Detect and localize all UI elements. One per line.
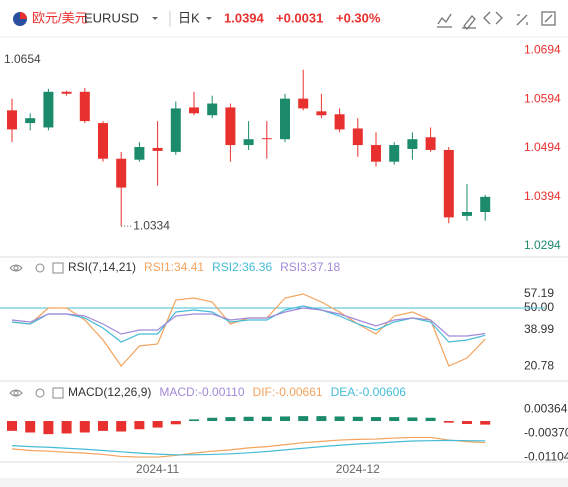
candle-body (298, 98, 309, 109)
macd-bar (43, 421, 54, 435)
max-label: 1.0654 (4, 52, 41, 66)
candle-body (43, 91, 54, 128)
candle-body (480, 196, 491, 212)
legend-entry: RSI1:34.41 (144, 260, 204, 274)
macd-bar (407, 417, 418, 422)
y-tick-label: 57.19 (524, 286, 554, 300)
macd-bar (225, 417, 236, 422)
macd-panel-icons[interactable] (9, 387, 64, 399)
candle-body (407, 139, 418, 149)
candle-body (25, 118, 36, 124)
rsi-line (11, 305, 486, 343)
macd-bar (261, 416, 272, 422)
y-tick-label: 20.78 (524, 359, 554, 373)
macd-bar (98, 421, 108, 431)
macd-bar (189, 419, 199, 422)
flag-icon (13, 12, 27, 26)
candle-body (207, 103, 218, 116)
macd-bar (352, 416, 363, 422)
macd-bar (207, 417, 218, 422)
candle-body (443, 149, 454, 218)
change: +0.0031 (276, 10, 323, 25)
pair-name: 欧元/美元 (32, 10, 88, 25)
candle-body (152, 147, 163, 151)
candle-body (334, 114, 345, 130)
y-tick-label: -0.01104 (524, 449, 568, 463)
candle-body (189, 107, 199, 114)
candle-body (316, 111, 327, 116)
x-tick-label: 2024-12 (336, 462, 380, 476)
y-tick-label: 1.0594 (524, 91, 561, 105)
macd-bar (243, 416, 254, 422)
candle-body (243, 139, 254, 146)
min-label: 1.0334 (133, 218, 170, 232)
y-tick-label: 1.0494 (524, 140, 561, 154)
macd-bar (79, 421, 90, 433)
period[interactable]: 日K (178, 10, 200, 25)
y-tick-label: 1.0394 (524, 189, 561, 203)
symbol[interactable]: EURUSD (84, 10, 139, 25)
macd-bar (298, 416, 309, 422)
macd-line (11, 436, 486, 458)
candle-body (352, 128, 363, 146)
candle-body (170, 108, 181, 152)
candle-body (371, 145, 381, 162)
macd-bar (280, 416, 290, 422)
legend-entry: DIF:-0.00661 (253, 385, 323, 399)
macd-title: MACD(12,26,9) (68, 385, 151, 399)
legend-entry: MACD:-0.00110 (159, 385, 244, 399)
rsi-line (11, 307, 486, 337)
candle-body (425, 137, 436, 150)
candle-body (7, 110, 17, 130)
x-tick-label: 2024-11 (136, 462, 179, 476)
rsi-title: RSI(7,14,21) (68, 260, 136, 274)
macd-bar (443, 421, 454, 423)
macd-bar (170, 421, 181, 425)
legend-entry: RSI3:37.18 (280, 260, 340, 274)
candle-body (261, 138, 272, 140)
macd-bar (389, 417, 400, 422)
legend-entry: RSI2:36.36 (212, 260, 272, 274)
candle-body (225, 107, 236, 146)
candle-body (79, 91, 90, 122)
macd-bar (316, 416, 327, 422)
macd-bar (371, 417, 381, 422)
macd-bar (480, 421, 491, 425)
y-tick-label: 1.0694 (524, 42, 561, 56)
candle-body (98, 123, 108, 159)
y-tick-label: 50.00 (524, 300, 554, 314)
macd-bar (462, 421, 472, 424)
y-tick-label: -0.00370 (524, 425, 568, 439)
legend-entry: DEA:-0.00606 (331, 385, 407, 399)
candle-body (134, 147, 145, 160)
macd-bar (25, 421, 36, 433)
macd-bar (116, 421, 127, 432)
y-tick-label: 38.99 (524, 322, 554, 336)
macd-line (11, 439, 486, 456)
macd-bar (425, 417, 436, 422)
y-tick-label: 1.0294 (524, 238, 561, 252)
candle-body (61, 91, 72, 94)
macd-bar (7, 421, 17, 431)
candle-body (116, 158, 127, 188)
candle-body (280, 98, 290, 140)
macd-bar (134, 421, 145, 430)
price: 1.0394 (224, 10, 265, 25)
y-tick-label: 0.00364 (524, 401, 568, 415)
macd-bar (334, 416, 345, 422)
macd-bar (61, 421, 72, 434)
dropdown-arrow[interactable] (152, 17, 158, 20)
candle-body (462, 212, 472, 216)
rsi-panel-icons[interactable] (9, 262, 64, 274)
candle-body (389, 145, 400, 162)
dropdown-arrow[interactable] (206, 17, 212, 20)
toolbar[interactable] (437, 11, 556, 30)
change-percent: +0.30% (336, 10, 381, 25)
scroll-strip[interactable] (0, 478, 568, 487)
macd-bar (152, 421, 163, 428)
